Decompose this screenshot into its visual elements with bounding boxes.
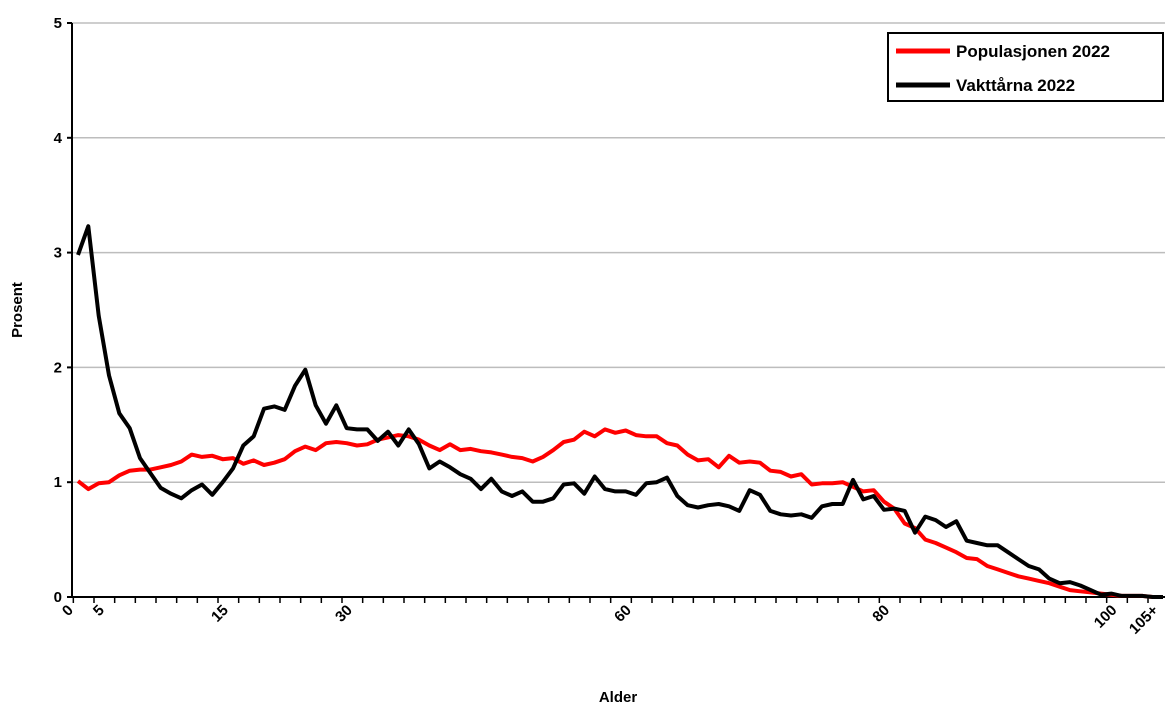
x-axis-label: Alder — [599, 689, 638, 706]
y-tick-label: 3 — [54, 245, 62, 262]
x-tick-label: 60 — [611, 602, 635, 626]
y-tick-label: 4 — [54, 130, 63, 147]
y-tick-label: 0 — [54, 589, 62, 606]
x-tick-label: 30 — [332, 602, 356, 626]
x-tick-label: 105+ — [1126, 602, 1162, 638]
legend-box — [887, 32, 1164, 102]
y-tick-label: 5 — [54, 15, 62, 32]
x-tick-label: 100 — [1091, 602, 1121, 632]
y-tick-label: 2 — [54, 359, 62, 376]
line — [76, 427, 1163, 599]
x-tick-label: 15 — [208, 602, 232, 626]
y-tick-label: 1 — [54, 474, 62, 491]
x-tick-label: 5 — [90, 602, 108, 620]
y-axis-label: Prosent — [9, 282, 26, 338]
x-tick-label: 80 — [869, 602, 893, 626]
line — [76, 224, 1163, 599]
legend-label: Vakttårna 2022 — [956, 76, 1075, 95]
x-tick-label: 0 — [59, 602, 77, 620]
legend-label: Populasjonen 2022 — [956, 42, 1110, 61]
